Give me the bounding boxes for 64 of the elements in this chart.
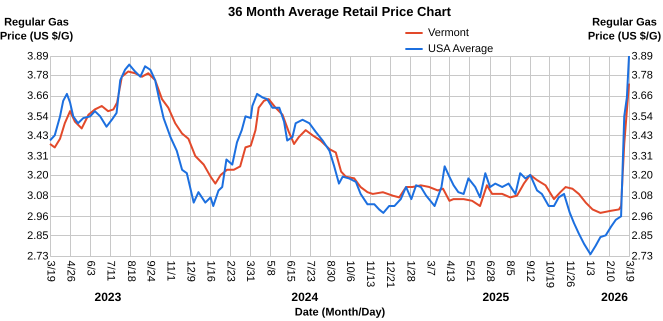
y-tick-label: 3.54: [27, 110, 48, 123]
x-tick-label: 8/30: [324, 260, 336, 282]
y-tick-label: 3.89: [27, 50, 48, 62]
y-tick-label: 3.43: [27, 130, 48, 142]
x-tick-label: 10/19: [544, 260, 556, 288]
text: 2024: [291, 290, 318, 304]
x-tick-label: 7/23: [304, 260, 316, 282]
y-tick-label: 3.78: [27, 69, 48, 82]
x-tick-label: 6/28: [484, 260, 496, 282]
y-tick-label: 2.96: [27, 210, 48, 223]
x-tick-label: 3/19: [44, 260, 56, 282]
x-tick-label: 1/3: [584, 260, 596, 276]
x-tick-label: 2/10: [604, 260, 616, 282]
y2-tick-label: 2.85: [632, 230, 653, 242]
text: 2025: [482, 290, 510, 304]
y-axis-title: Regular Gas Price (US $/G): [0, 16, 74, 42]
x-tick-label: 1/28: [404, 260, 416, 282]
y-tick-label: 3.20: [27, 169, 48, 182]
x-tick-label: 11/13: [364, 260, 376, 288]
x-tick-label: 6/3: [84, 260, 97, 276]
x-tick-label: 9/24: [144, 260, 156, 282]
y2-tick-label: 3.54: [632, 110, 653, 123]
x-tick-label: 5/8: [264, 260, 276, 276]
line-series: [49, 70, 630, 214]
text: 2023: [94, 290, 122, 304]
y2-tick-label: 2.73: [632, 250, 653, 262]
legend-label: USA Average: [428, 43, 494, 55]
x-tick-label: 8/18: [124, 260, 137, 282]
y2-tick-label: 2.96: [632, 210, 653, 223]
x-tick-label: 10/6: [344, 260, 356, 282]
y2-axis-title: Regular Gas Price (US $/G): [588, 16, 662, 42]
x-tick-label: 11/26: [564, 260, 576, 288]
y2-tick-label: 3.08: [632, 190, 653, 202]
y-tick-label: 3.08: [27, 190, 48, 202]
y2-tick-label: 3.89: [632, 50, 653, 62]
x-tick-label: 2/23: [224, 260, 237, 282]
y-tick-label: 2.85: [27, 230, 48, 242]
legend-label: Vermont: [428, 27, 469, 39]
x-tick-label: 3/7: [424, 260, 436, 276]
chart-title: 36 Month Average Retail Price Chart: [228, 4, 452, 19]
x-tick-label: 6/15: [284, 260, 296, 282]
y2-tick-label: 3.66: [632, 90, 653, 102]
y2-tick-label: 3.20: [632, 169, 653, 182]
y-tick-label: 2.73: [27, 250, 48, 262]
x-axis-title: Date (Month/Day): [294, 306, 386, 318]
x-tick-label: 12/21: [384, 260, 396, 288]
y-tick-label: 3.31: [27, 150, 48, 162]
y-tick-label: 3.66: [27, 90, 48, 102]
x-tick-label: 1/16: [204, 260, 217, 282]
x-tick-label: 11/1: [164, 260, 176, 282]
x-tick-label: 8/5: [504, 260, 516, 276]
y2-tick-label: 3.43: [632, 130, 653, 142]
text: 2026: [601, 290, 628, 304]
y2-tick-label: 3.78: [632, 69, 653, 82]
x-tick-label: 3/31: [244, 260, 256, 282]
x-tick-label: 4/26: [64, 260, 77, 282]
x-tick-label: 9/12: [524, 260, 536, 282]
x-tick-label: 7/11: [104, 260, 117, 282]
x-tick-label: 3/19: [624, 260, 636, 282]
line-series: [49, 55, 630, 256]
x-tick-label: 4/13: [444, 260, 456, 282]
y2-tick-label: 3.31: [632, 150, 653, 162]
x-tick-label: 5/21: [464, 260, 476, 282]
x-tick-label: 12/9: [184, 260, 196, 282]
